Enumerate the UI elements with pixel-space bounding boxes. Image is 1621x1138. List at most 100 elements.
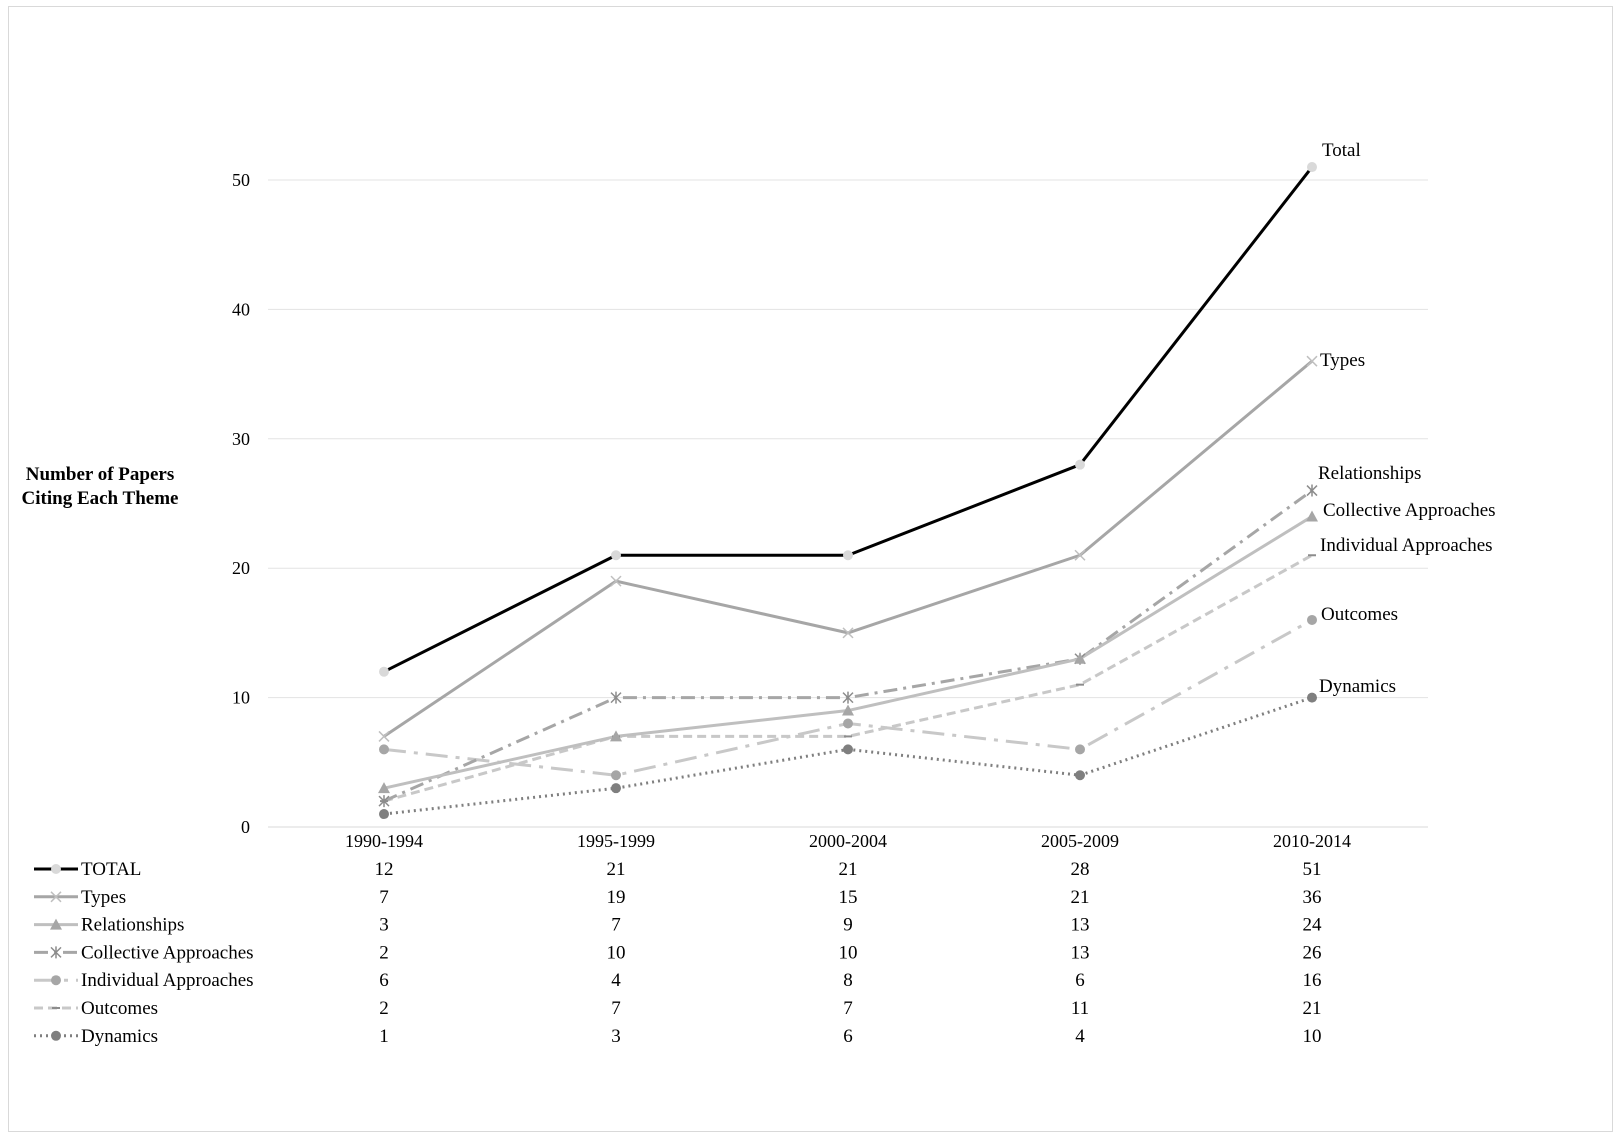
legend-marker-total	[51, 864, 61, 874]
y-tick-label: 20	[232, 558, 250, 578]
data-point-collective-approaches	[610, 691, 622, 704]
data-point-dynamics	[611, 783, 621, 794]
legend-marker-individual-approaches	[51, 975, 61, 986]
y-tick-label: 40	[232, 299, 250, 319]
end-label-dynamics: Dynamics	[1319, 676, 1396, 697]
table-cell-total: 51	[1303, 859, 1322, 880]
table-cell-collective-approaches: 10	[607, 942, 626, 963]
data-point-individual-approaches	[1307, 614, 1317, 625]
table-cell-collective-approaches: 26	[1303, 942, 1322, 963]
data-point-types	[842, 627, 854, 639]
table-cell-dynamics: 10	[1303, 1026, 1322, 1047]
x-tick-label: 1995-1999	[577, 831, 655, 851]
table-cell-types: 36	[1303, 887, 1322, 908]
x-tick-label: 2005-2009	[1041, 831, 1119, 851]
table-cell-types: 19	[607, 887, 626, 908]
end-label-individual-approaches: Individual Approaches	[1320, 535, 1493, 556]
legend-label-individual-approaches: Individual Approaches	[81, 970, 254, 991]
end-label-relationships: Relationships	[1318, 463, 1421, 484]
table-cell-individual-approaches: 8	[843, 970, 853, 991]
legend-marker-collective-approaches	[50, 946, 62, 959]
data-point-relationships	[610, 730, 622, 742]
data-point-relationships	[1074, 652, 1086, 664]
legend-marker-dynamics	[51, 1030, 61, 1041]
table-cell-types: 7	[379, 887, 389, 908]
table-cell-total: 28	[1071, 859, 1090, 880]
table-cell-collective-approaches: 10	[839, 942, 858, 963]
data-point-total	[1075, 459, 1085, 470]
legend-marker-relationships	[50, 918, 62, 930]
data-point-total	[843, 550, 853, 561]
data-point-collective-approaches	[378, 795, 390, 808]
table-cell-types: 21	[1071, 887, 1090, 908]
table-cell-outcomes: 2	[379, 998, 389, 1019]
table-cell-collective-approaches: 2	[379, 942, 389, 963]
table-cell-collective-approaches: 13	[1071, 942, 1090, 963]
legend-label-total: TOTAL	[81, 859, 141, 880]
table-cell-relationships: 24	[1303, 915, 1323, 936]
series-line-types	[383, 360, 1313, 738]
data-point-total	[611, 550, 621, 561]
legend-label-collective-approaches: Collective Approaches	[81, 942, 254, 963]
data-point-dynamics	[1307, 692, 1317, 703]
table-cell-individual-approaches: 6	[379, 970, 389, 991]
table-cell-dynamics: 3	[611, 1026, 621, 1047]
table-cell-dynamics: 6	[843, 1026, 853, 1047]
end-label-total: Total	[1322, 140, 1361, 161]
table-cell-relationships: 3	[379, 915, 389, 936]
y-tick-label: 30	[232, 429, 250, 449]
table-cell-total: 12	[375, 859, 394, 880]
end-label-types: Types	[1320, 350, 1365, 371]
table-cell-outcomes: 7	[843, 998, 853, 1019]
legend-marker-types	[50, 891, 62, 903]
data-point-dynamics	[379, 809, 389, 820]
table-cell-relationships: 13	[1071, 915, 1090, 936]
x-tick-label: 2000-2004	[809, 831, 887, 851]
data-point-individual-approaches	[1075, 744, 1085, 755]
table-cell-dynamics: 4	[1075, 1026, 1085, 1047]
data-point-total	[1307, 162, 1317, 173]
table-cell-individual-approaches: 16	[1303, 970, 1322, 991]
end-label-collective-approaches: Collective Approaches	[1323, 500, 1496, 521]
end-label-outcomes: Outcomes	[1321, 604, 1398, 625]
table-cell-total: 21	[607, 859, 626, 880]
data-point-individual-approaches	[611, 770, 621, 781]
table-cell-individual-approaches: 6	[1075, 970, 1085, 991]
y-tick-label: 50	[232, 170, 250, 190]
y-axis-label-line-1: Number of Papers	[25, 464, 175, 485]
series-line-total	[383, 166, 1314, 674]
table-cell-types: 15	[839, 887, 858, 908]
table-cell-outcomes: 21	[1303, 998, 1322, 1019]
table-cell-outcomes: 7	[611, 998, 621, 1019]
legend-label-dynamics: Dynamics	[81, 1026, 158, 1047]
table-cell-relationships: 7	[611, 915, 621, 936]
legend-label-outcomes: Outcomes	[81, 998, 158, 1019]
table-cell-individual-approaches: 4	[611, 970, 621, 991]
data-point-types	[610, 575, 622, 587]
chart-frame	[8, 6, 1613, 1132]
data-point-types	[1074, 549, 1086, 561]
table-cell-outcomes: 11	[1071, 998, 1089, 1019]
data-point-individual-approaches	[843, 718, 853, 729]
legend-label-relationships: Relationships	[81, 915, 184, 936]
data-point-types	[378, 730, 390, 742]
data-point-total	[379, 666, 389, 677]
data-point-dynamics	[1075, 770, 1085, 781]
y-tick-label: 10	[232, 688, 250, 708]
y-axis-label-line-2: Citing Each Theme	[21, 488, 179, 509]
legend-label-types: Types	[81, 887, 126, 908]
x-tick-label: 2010-2014	[1273, 831, 1351, 851]
table-cell-total: 21	[839, 859, 858, 880]
series-line-outcomes	[383, 553, 1313, 803]
data-point-types	[1306, 355, 1318, 367]
x-tick-label: 1990-1994	[345, 831, 423, 851]
y-axis-label: Number of Papers Citing Each Theme	[10, 463, 190, 511]
data-point-dynamics	[843, 744, 853, 755]
data-point-individual-approaches	[379, 744, 389, 755]
series-line-collective-approaches	[383, 489, 1313, 803]
data-point-collective-approaches	[1306, 484, 1318, 497]
table-cell-dynamics: 1	[379, 1026, 389, 1047]
table-cell-relationships: 9	[843, 915, 853, 936]
data-point-collective-approaches	[842, 691, 854, 704]
